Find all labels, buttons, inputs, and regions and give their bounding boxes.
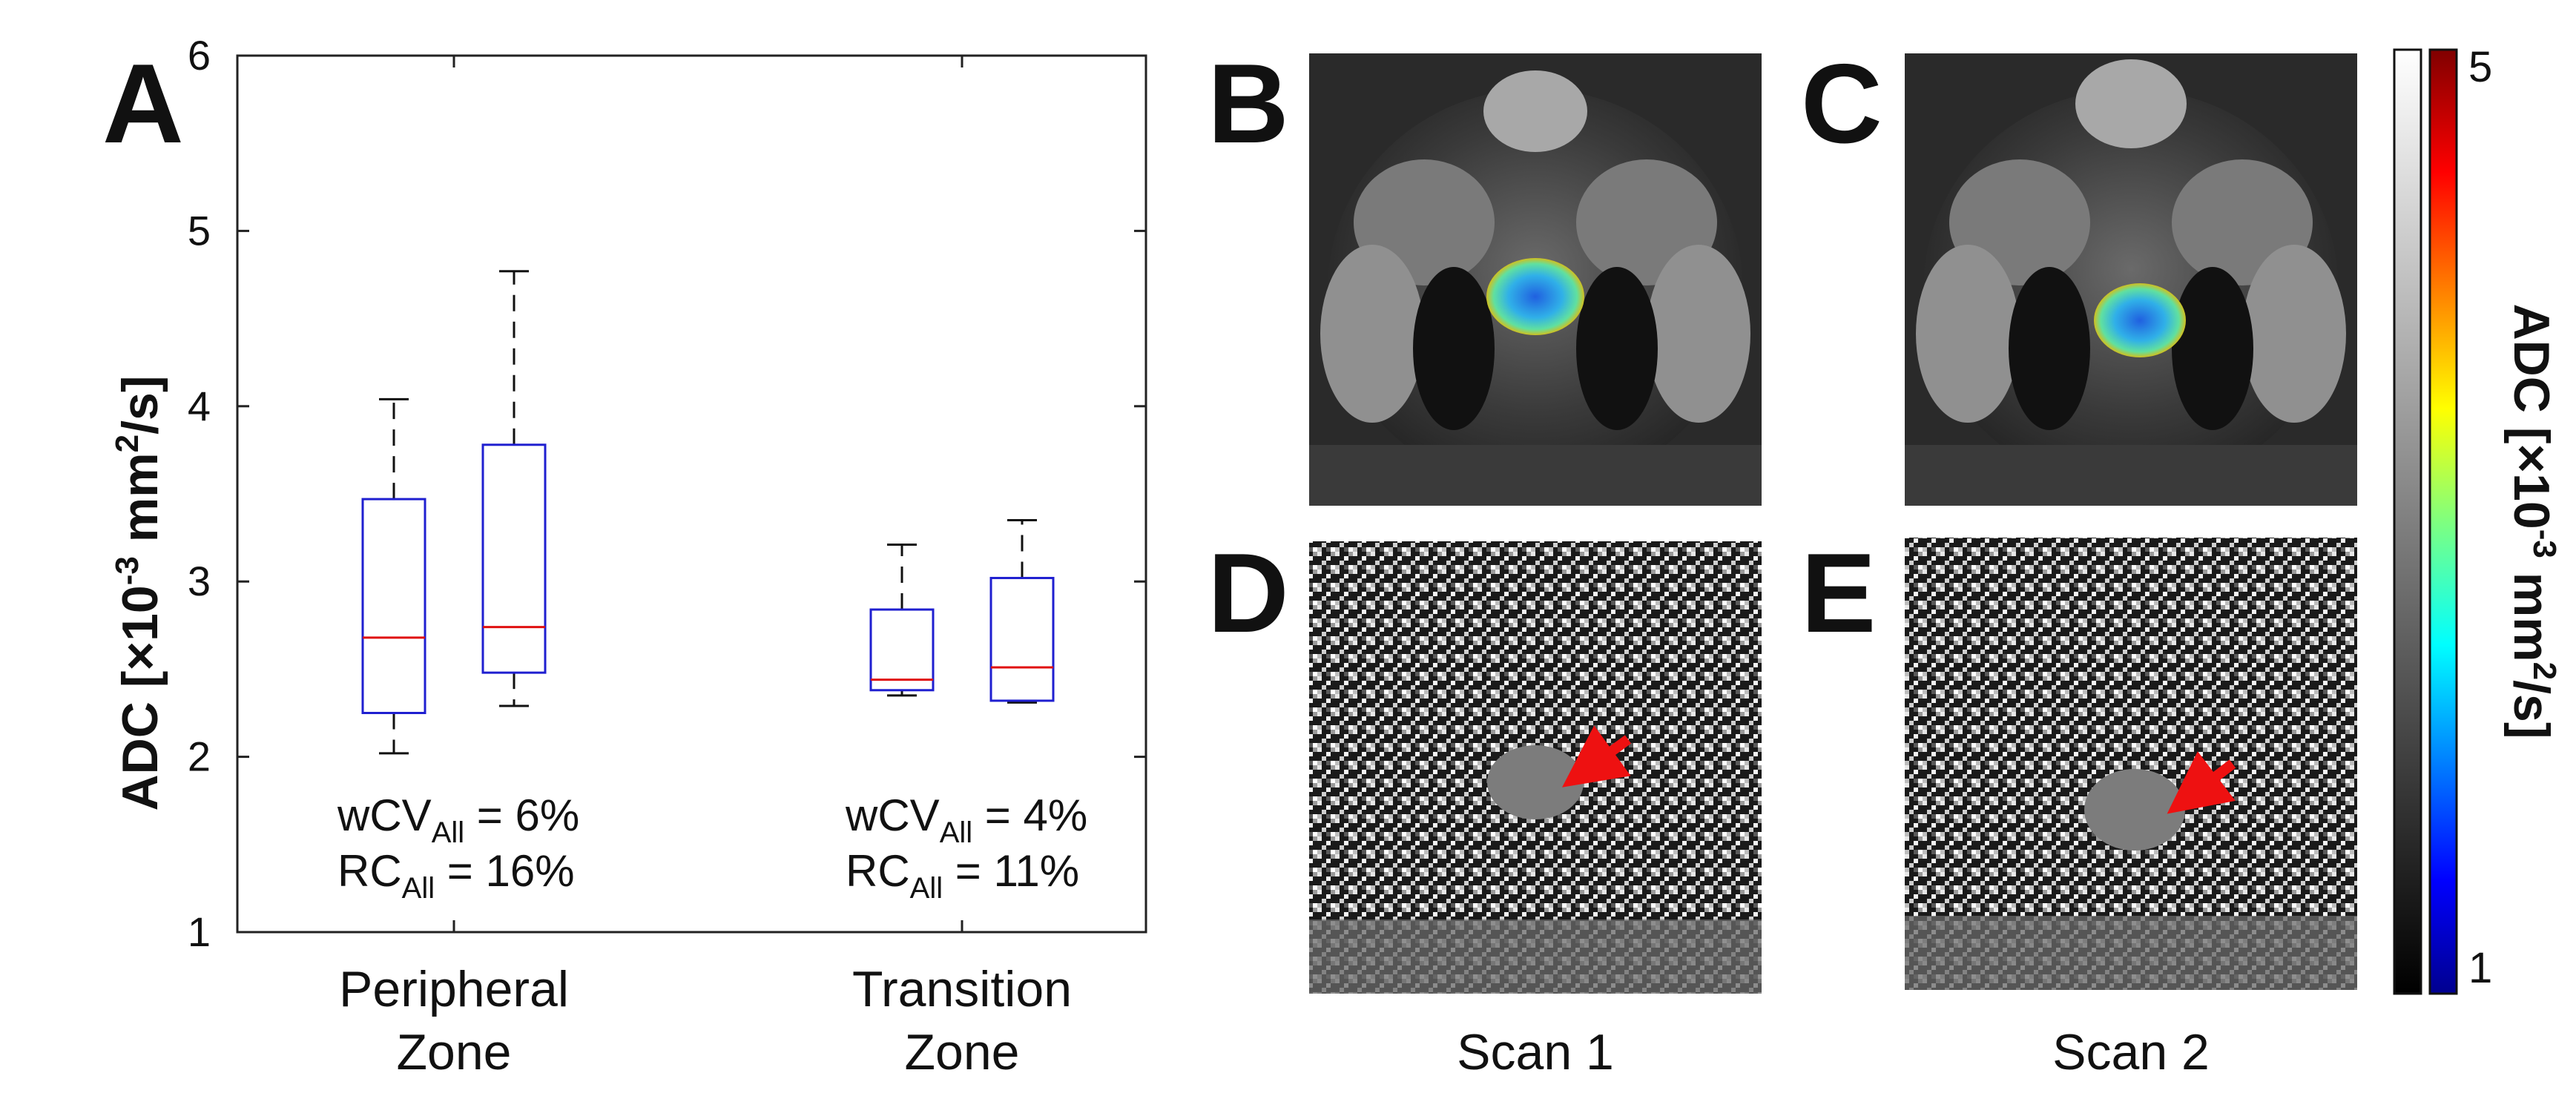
wcv-transition: wCVAll = 4% <box>845 790 1087 849</box>
y-tick-label: 6 <box>188 32 211 79</box>
y-tick-label: 3 <box>188 558 211 604</box>
adc-map-image-scan2 <box>1905 538 2357 990</box>
panel-d-label: D <box>1208 530 1289 656</box>
t2-adc-overlay-image-scan2 <box>1905 53 2357 506</box>
panel-b-label: B <box>1208 41 1289 167</box>
t2-adc-overlay-image-scan1 <box>1309 53 1762 506</box>
y-tick-label: 1 <box>188 908 211 955</box>
adc-roi-overlay <box>2094 283 2186 357</box>
panel-e-label: E <box>1801 530 1876 656</box>
colorbar-min-label: 1 <box>2468 944 2492 992</box>
y-tick-label: 2 <box>188 733 211 780</box>
y-tick-label: 5 <box>188 207 211 254</box>
box-iqr <box>481 443 547 674</box>
y-axis-label: ADC [×10-3 mm2/s] <box>109 375 168 810</box>
rc-transition: RCAll = 11% <box>846 846 1079 905</box>
lesion-arrow <box>1562 725 1632 788</box>
box-iqr <box>361 498 426 714</box>
adc-roi-overlay <box>1486 258 1584 335</box>
colorbar-max-label: 5 <box>2468 43 2492 91</box>
category-transition-line1: Transition <box>852 961 1072 1017</box>
panel-a-label: A <box>102 41 184 167</box>
wcv-peripheral: wCVAll = 6% <box>337 790 579 849</box>
adc-map-image-scan1 <box>1309 541 1762 994</box>
scan-1-label: Scan 1 <box>1457 1024 1614 1080</box>
plot-frame <box>236 54 1147 934</box>
colorbar-label: ADC [×10-3 mm2/s] <box>2503 303 2563 739</box>
boxplot-axes: 1 2 3 4 5 6 <box>188 32 1147 955</box>
lesion-arrow <box>2167 751 2236 814</box>
box-iqr <box>989 576 1055 702</box>
scan-2-label: Scan 2 <box>2052 1024 2210 1080</box>
y-tick-label: 4 <box>188 383 211 429</box>
category-peripheral-line2: Zone <box>397 1024 512 1080</box>
colorbar: 5 1 ADC [×10-3 mm2/s] <box>2393 43 2563 995</box>
category-transition-line2: Zone <box>905 1024 1020 1080</box>
category-peripheral-line1: Peripheral <box>339 961 569 1017</box>
box-iqr <box>869 608 935 692</box>
panel-c-label: C <box>1801 41 1882 167</box>
rc-peripheral: RCAll = 16% <box>337 846 575 905</box>
